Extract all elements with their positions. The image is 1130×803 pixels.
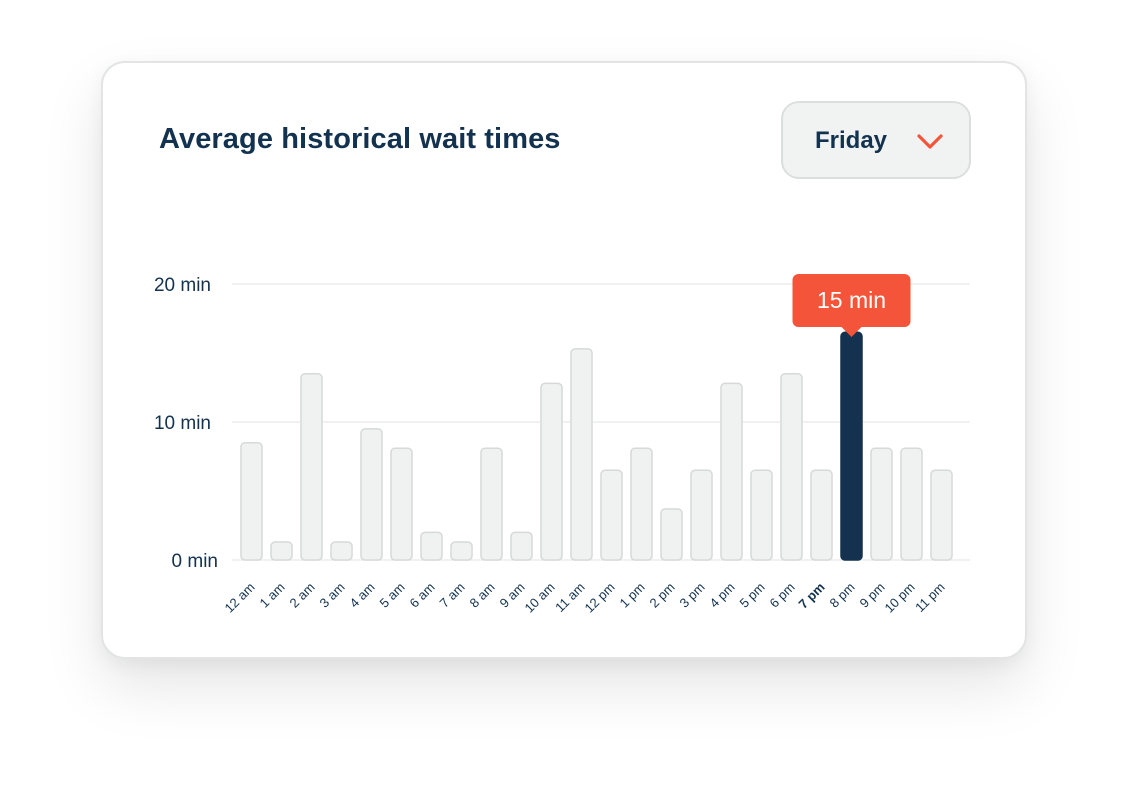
x-tick-label: 5 am <box>377 580 408 611</box>
x-tick-label: 11 am <box>552 580 587 615</box>
bar[interactable] <box>720 382 743 561</box>
card-title: Average historical wait times <box>159 123 561 155</box>
bar[interactable] <box>930 469 953 561</box>
bar[interactable] <box>630 447 653 561</box>
x-tick-label: 6 pm <box>767 580 798 611</box>
bar[interactable] <box>570 348 593 561</box>
bar[interactable] <box>750 469 773 561</box>
x-tick-label: 8 am <box>467 580 498 611</box>
bar[interactable] <box>330 541 353 561</box>
x-tick-label: 10 pm <box>881 580 917 616</box>
x-tick-label: 5 pm <box>737 580 768 611</box>
x-tick-label: 3 pm <box>677 580 708 611</box>
bar[interactable] <box>360 428 383 561</box>
bar[interactable] <box>300 372 323 561</box>
chevron-down-icon <box>917 134 943 149</box>
bar[interactable] <box>450 541 473 561</box>
bar[interactable] <box>870 447 893 561</box>
bar[interactable] <box>240 441 263 561</box>
y-tick-label: 0 min <box>172 551 218 572</box>
tooltip-pointer <box>841 327 862 337</box>
x-tick-label: 2 am <box>287 580 318 611</box>
day-selector[interactable]: Friday <box>781 101 971 179</box>
y-tick-label: 20 min <box>154 275 211 296</box>
bar[interactable] <box>480 447 503 561</box>
x-tick-label: 10 am <box>521 580 557 616</box>
x-tick-label: 1 am <box>257 580 288 611</box>
bar[interactable] <box>810 469 833 561</box>
bar[interactable] <box>780 372 803 561</box>
bar[interactable] <box>540 382 563 561</box>
day-selector-value: Friday <box>815 127 888 154</box>
x-tick-label: 1 pm <box>617 580 648 611</box>
tooltip-label: 15 min <box>817 287 886 313</box>
bar[interactable] <box>420 531 443 561</box>
bar[interactable] <box>900 447 923 561</box>
x-tick-label: 4 pm <box>707 580 738 611</box>
x-tick-label: 12 am <box>221 580 257 616</box>
bar[interactable] <box>840 331 863 561</box>
x-tick-label: 11 pm <box>912 580 947 615</box>
y-tick-label: 10 min <box>154 413 211 434</box>
x-tick-label: 7 am <box>437 580 468 611</box>
bar[interactable] <box>270 541 293 561</box>
x-tick-label: 2 pm <box>647 580 678 611</box>
bar[interactable] <box>390 447 413 561</box>
x-tick-label: 4 am <box>347 580 378 611</box>
tooltip-box <box>792 274 911 327</box>
x-tick-label: 7 pm <box>796 580 828 612</box>
bar[interactable] <box>510 531 533 561</box>
x-tick-label: 12 pm <box>581 580 617 616</box>
x-tick-label: 3 am <box>317 580 348 611</box>
x-tick-label: 6 am <box>407 580 438 611</box>
bar[interactable] <box>660 508 683 561</box>
x-tick-label: 8 pm <box>827 580 858 611</box>
bar[interactable] <box>600 469 623 561</box>
bar[interactable] <box>690 469 713 561</box>
